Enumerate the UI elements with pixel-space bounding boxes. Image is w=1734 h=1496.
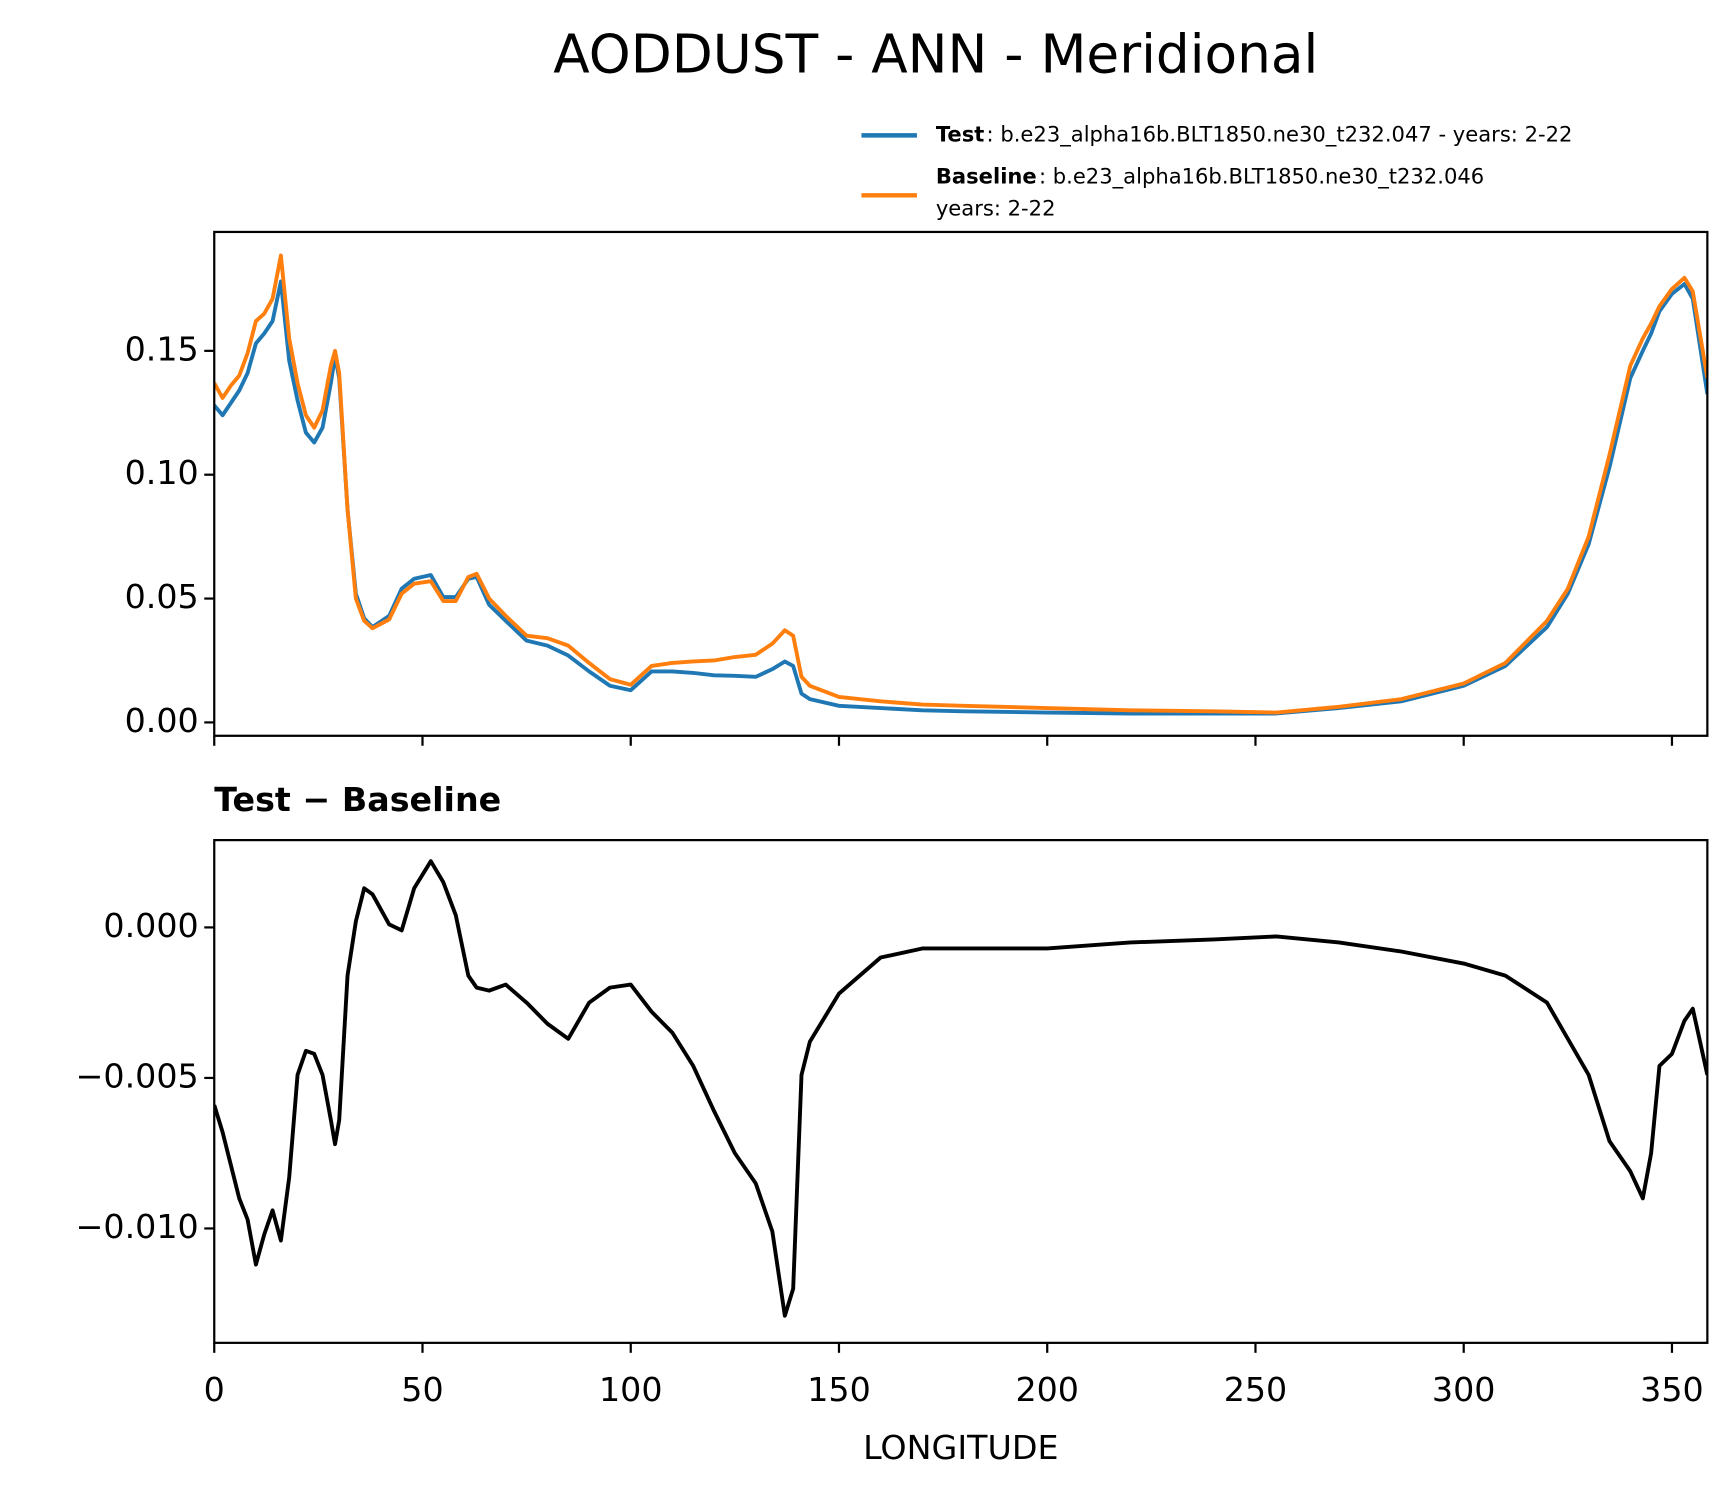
- y-tick-label: 0.05: [125, 577, 199, 616]
- series-line: [214, 859, 1708, 1318]
- series-line: [214, 253, 1708, 715]
- y-tick-label: 0.15: [125, 329, 199, 368]
- axes-frame: [213, 839, 1709, 1344]
- y-tick-label: 0.10: [125, 453, 199, 492]
- x-tick-label: 200: [1015, 1370, 1079, 1409]
- y-tick-label: 0.000: [103, 906, 198, 945]
- figure-title: AODDUST - ANN - Meridional: [553, 23, 1318, 85]
- y-tick-label: 0.00: [125, 701, 199, 740]
- legend-description: : b.e23_alpha16b.BLT1850.ne30_t232.046: [1039, 164, 1484, 190]
- y-tick-label: −0.010: [76, 1207, 199, 1246]
- legend-name: Test: [936, 121, 985, 146]
- legend-description: years: 2-22: [936, 196, 1056, 221]
- legend-name: Baseline: [936, 164, 1037, 189]
- x-tick-label: 150: [807, 1370, 871, 1409]
- x-tick-label: 350: [1640, 1370, 1704, 1409]
- x-tick-label: 100: [599, 1370, 663, 1409]
- plot-area: [214, 859, 1708, 1318]
- x-tick-label: 250: [1224, 1370, 1288, 1409]
- series-line: [214, 279, 1708, 716]
- x-tick-label: 0: [204, 1370, 225, 1409]
- legend-description: : b.e23_alpha16b.BLT1850.ne30_t232.047 -…: [987, 121, 1573, 147]
- axes-frame: [213, 230, 1709, 737]
- x-tick-label: 300: [1432, 1370, 1496, 1409]
- plot-area: [214, 253, 1708, 716]
- x-axis-label: LONGITUDE: [863, 1428, 1058, 1467]
- panel-title: Test − Baseline: [214, 780, 501, 819]
- y-tick-label: −0.005: [76, 1056, 199, 1095]
- x-tick-label: 50: [401, 1370, 443, 1409]
